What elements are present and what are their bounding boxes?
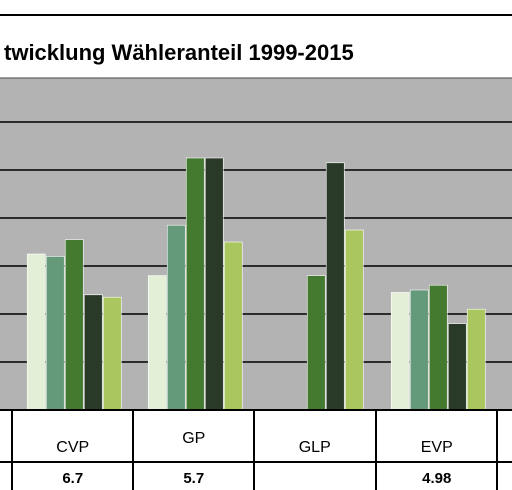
table-value: 5.7 xyxy=(183,470,204,487)
bar xyxy=(147,275,167,411)
bar xyxy=(83,294,103,411)
category-label: GP xyxy=(182,430,205,447)
table-value: 6.7 xyxy=(62,470,83,487)
bar xyxy=(26,253,46,411)
bar xyxy=(428,284,448,411)
chart-title: twicklung Wähleranteil 1999-2015 xyxy=(4,40,354,65)
bar xyxy=(306,275,326,411)
bar xyxy=(409,289,429,411)
bars xyxy=(0,157,512,411)
bar xyxy=(344,229,364,411)
bar xyxy=(204,157,224,411)
bar xyxy=(64,239,84,411)
bar xyxy=(223,241,243,411)
bar xyxy=(390,292,410,411)
category-label: CVP xyxy=(56,439,89,456)
table-background xyxy=(0,411,512,490)
bar xyxy=(45,256,65,411)
bar xyxy=(466,308,486,411)
table-value: 4.98 xyxy=(422,470,451,487)
bar xyxy=(102,296,122,411)
data-table: CVP 6.7 GP 5.7 GLP EVP 4.98 xyxy=(0,411,512,490)
bar xyxy=(185,157,205,411)
bar xyxy=(447,323,467,411)
category-label: EVP xyxy=(421,439,453,456)
bar xyxy=(325,162,345,411)
category-label: GLP xyxy=(299,439,331,456)
bar xyxy=(166,224,186,411)
